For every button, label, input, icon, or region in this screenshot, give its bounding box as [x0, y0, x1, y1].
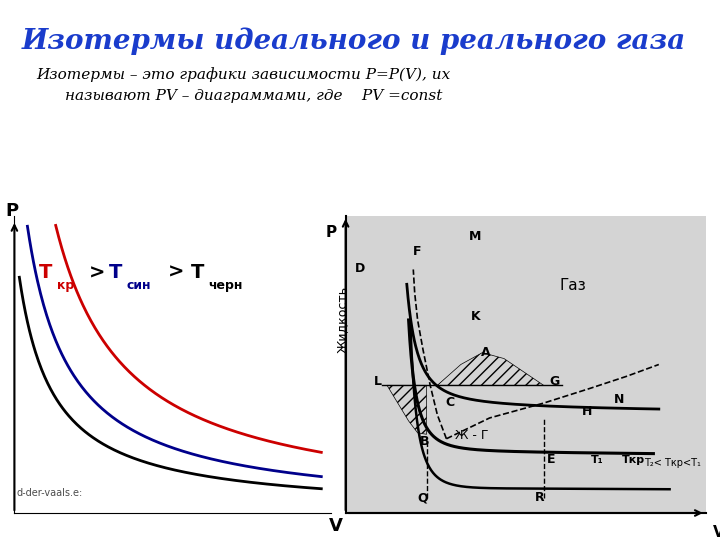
Text: V: V [329, 517, 343, 535]
Text: G: G [549, 375, 559, 388]
Text: Q: Q [418, 491, 428, 504]
Text: d-der-vaals.e:: d-der-vaals.e: [17, 488, 83, 498]
Text: P: P [325, 225, 337, 240]
Text: Газ: Газ [559, 278, 586, 293]
Text: Tкр: Tкр [622, 455, 645, 464]
Text: V: V [713, 525, 720, 540]
Text: A: A [481, 346, 491, 359]
Text: черн: черн [209, 279, 243, 292]
Text: K: K [470, 310, 480, 323]
Text: Т: Т [191, 263, 204, 282]
Text: M: M [469, 230, 482, 243]
Text: Т: Т [109, 263, 122, 282]
Text: Жидкость: Жидкость [336, 286, 348, 353]
Text: Ж - Г: Ж - Г [455, 429, 488, 442]
Text: C: C [446, 396, 454, 409]
Text: T₁: T₁ [591, 455, 604, 464]
Text: N: N [614, 393, 624, 406]
Text: H: H [582, 405, 592, 418]
Text: называют PV – диаграммами, где    PV =const: называют PV – диаграммами, где PV =const [65, 89, 442, 103]
Text: Т: Т [39, 263, 53, 282]
Text: R: R [535, 491, 545, 504]
Text: D: D [355, 262, 365, 275]
Text: >: > [168, 263, 184, 282]
Text: кр: кр [57, 279, 74, 292]
Text: L: L [374, 375, 382, 388]
Text: Изотермы – это графики зависимости P=P(V), их: Изотермы – это графики зависимости P=P(V… [36, 68, 450, 83]
Text: T₂< Tкр<T₁: T₂< Tкр<T₁ [644, 457, 701, 468]
Text: B: B [420, 435, 430, 448]
Text: P: P [6, 202, 19, 220]
Text: син: син [126, 279, 150, 292]
Text: >: > [89, 263, 112, 282]
Text: E: E [546, 453, 555, 465]
Text: F: F [413, 245, 422, 258]
Text: Изотермы идеального и реального газа: Изотермы идеального и реального газа [22, 27, 686, 55]
